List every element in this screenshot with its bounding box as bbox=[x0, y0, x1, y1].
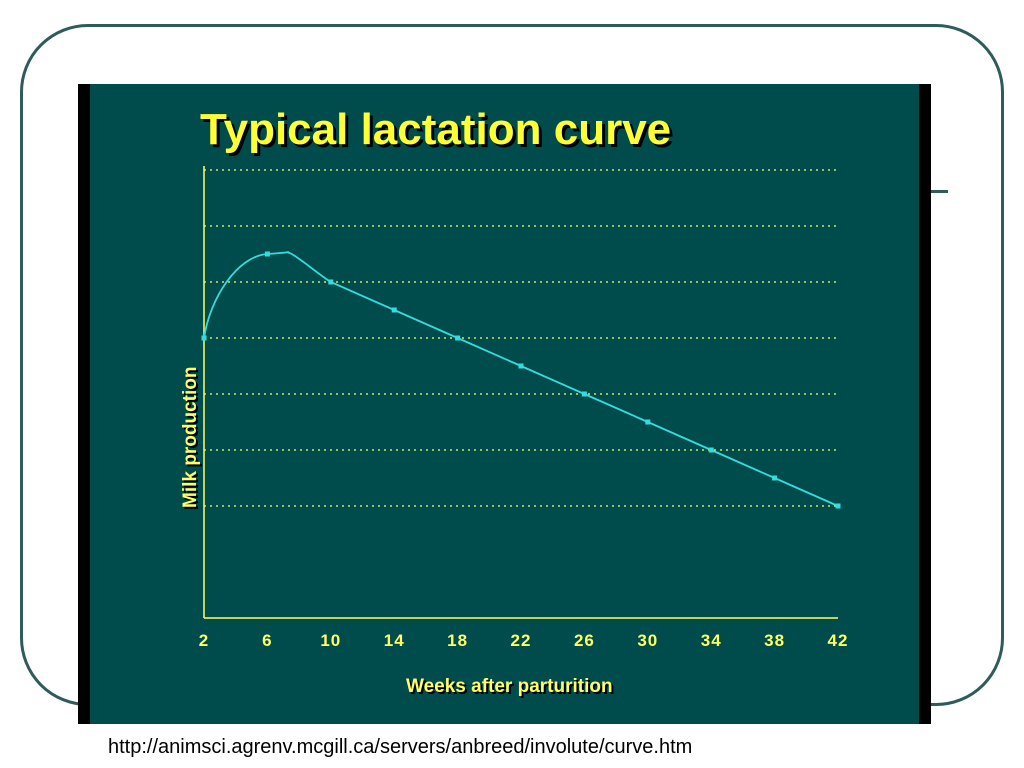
x-tick-6: 6 bbox=[262, 631, 272, 650]
data-points bbox=[201, 251, 841, 509]
data-point-week-10 bbox=[328, 279, 334, 285]
x-tick-26: 26 bbox=[574, 631, 595, 650]
grid-lines bbox=[204, 169, 838, 507]
x-axis-label-shadow: Weeks after parturition bbox=[408, 678, 615, 699]
x-tick-labels: 2 6 10 14 18 22 26 30 34 38 42 bbox=[199, 631, 849, 650]
axes bbox=[203, 166, 838, 619]
chart-title-shadow: Typical lactation curve bbox=[203, 108, 674, 157]
data-point-week-30 bbox=[645, 419, 651, 425]
lactation-chart: Typical lactation curve Typical lactatio… bbox=[180, 105, 849, 699]
data-point-week-38 bbox=[772, 475, 778, 481]
data-point-week-18 bbox=[455, 335, 461, 341]
x-tick-22: 22 bbox=[511, 631, 532, 650]
data-point-week-22 bbox=[518, 363, 524, 369]
series-line bbox=[203, 251, 839, 507]
x-tick-2: 2 bbox=[199, 631, 209, 650]
frame-accent-line bbox=[928, 190, 948, 193]
chart-panel: Typical lactation curve Typical lactatio… bbox=[78, 84, 931, 724]
x-tick-14: 14 bbox=[384, 631, 405, 650]
x-axis-label: Weeks after parturition bbox=[406, 676, 613, 697]
data-point-week-26 bbox=[581, 391, 587, 397]
x-tick-34: 34 bbox=[701, 631, 722, 650]
y-axis-label-shadow: Milk production bbox=[182, 369, 203, 510]
x-tick-10: 10 bbox=[320, 631, 341, 650]
data-point-week-2 bbox=[201, 335, 207, 341]
data-point-week-34 bbox=[708, 447, 714, 453]
data-point-week-14 bbox=[391, 307, 397, 313]
y-axis-label: Milk production bbox=[180, 367, 201, 508]
x-tick-38: 38 bbox=[764, 631, 785, 650]
data-point-week-42 bbox=[835, 503, 841, 509]
x-tick-18: 18 bbox=[447, 631, 468, 650]
x-tick-30: 30 bbox=[637, 631, 658, 650]
x-tick-42: 42 bbox=[828, 631, 849, 650]
data-point-week-6 bbox=[264, 251, 270, 257]
source-url: http://animsci.agrenv.mcgill.ca/servers/… bbox=[108, 736, 693, 758]
chart-title: Typical lactation curve bbox=[200, 105, 671, 154]
series-lactation bbox=[203, 251, 839, 507]
